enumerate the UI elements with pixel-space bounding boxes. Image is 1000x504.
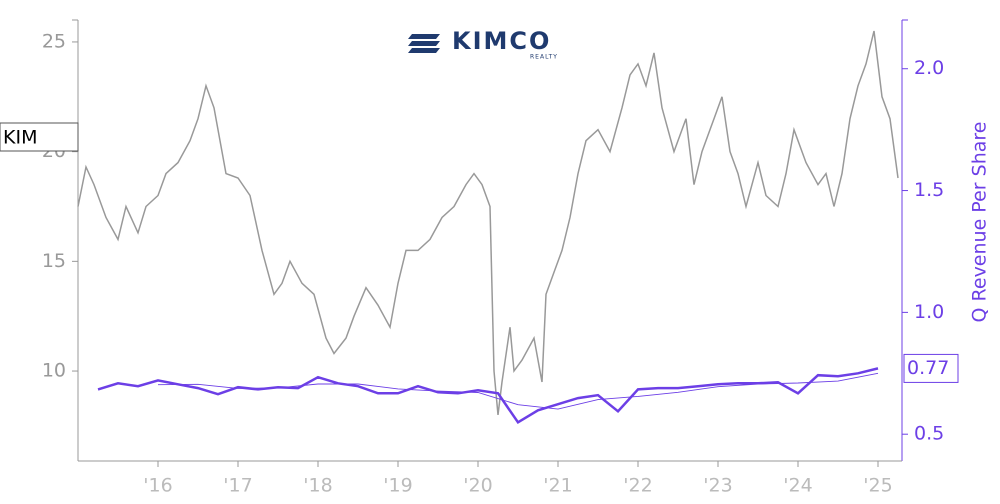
y2-tick-label: 1.0 (914, 301, 944, 323)
y2-tick-label: 1.5 (914, 179, 944, 201)
series-line (157, 372, 879, 410)
series-label-box (0, 122, 79, 152)
logo-sub: REALTY (530, 54, 558, 61)
x-tick-label: '24 (783, 475, 812, 497)
y-tick-label: 25 (42, 30, 66, 52)
x-tick-label: '16 (143, 475, 172, 497)
y2-axis-label: Q Revenue Per Share (969, 122, 991, 323)
x-tick-label: '25 (863, 475, 892, 497)
last-value-label: 0.77 (907, 357, 949, 379)
x-tick-label: '23 (703, 475, 732, 497)
x-tick-label: '20 (463, 475, 492, 497)
x-tick-label: '22 (623, 475, 652, 497)
series-line (97, 367, 879, 424)
logo-icon (408, 34, 440, 53)
series-line (77, 30, 899, 415)
y-tick-label: 10 (42, 360, 66, 382)
x-tick-label: '18 (303, 475, 332, 497)
logo: KIMCO REALTY (408, 27, 558, 61)
x-tick-label: '19 (383, 475, 412, 497)
x-tick-label: '17 (223, 475, 252, 497)
x-tick-label: '21 (543, 475, 572, 497)
y-tick-label: 15 (42, 250, 66, 272)
y2-tick-label: 2.0 (914, 57, 944, 79)
series-label: KIM (3, 127, 37, 149)
logo-text: KIMCO (452, 27, 551, 55)
last-value-box (903, 353, 959, 383)
y2-tick-label: 0.5 (914, 423, 944, 445)
